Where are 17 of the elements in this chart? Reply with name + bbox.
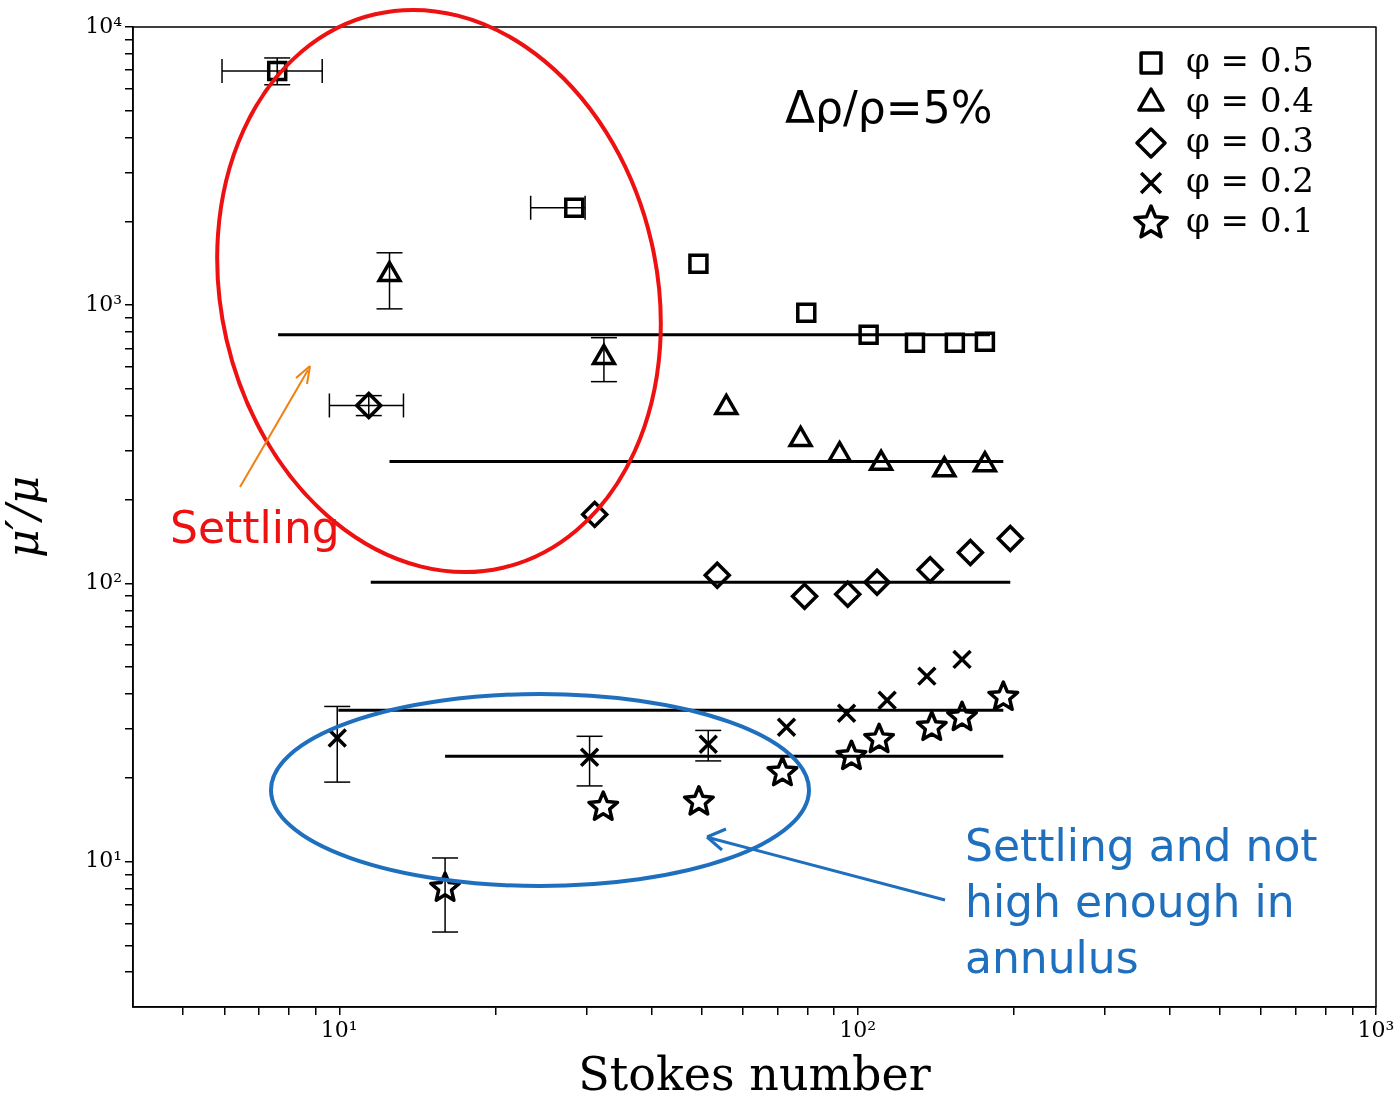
legend-label: φ = 0.5 — [1186, 39, 1314, 80]
y-tick-label: 10³ — [85, 290, 122, 316]
y-axis-title: μ′/μ — [0, 475, 48, 559]
x-tick-label: 10² — [839, 1016, 877, 1042]
legend-label: φ = 0.1 — [1186, 199, 1314, 240]
y-tick-label: 10¹ — [85, 847, 122, 873]
x-tick-label: 10¹ — [320, 1016, 358, 1042]
annotation: Δρ/ρ=5% — [785, 81, 993, 135]
y-tick-label: 10² — [85, 569, 122, 595]
y-tick-label: 10⁴ — [85, 12, 123, 38]
x-axis-title: Stokes number — [578, 1047, 931, 1102]
x-tick-label: 10³ — [1357, 1016, 1395, 1042]
legend-label: φ = 0.2 — [1186, 159, 1314, 200]
annotation: Settling — [170, 501, 340, 555]
legend-label: φ = 0.4 — [1186, 79, 1314, 120]
legend-label: φ = 0.3 — [1186, 119, 1314, 160]
annotation: Settling and not high enough in annulus — [965, 819, 1319, 985]
